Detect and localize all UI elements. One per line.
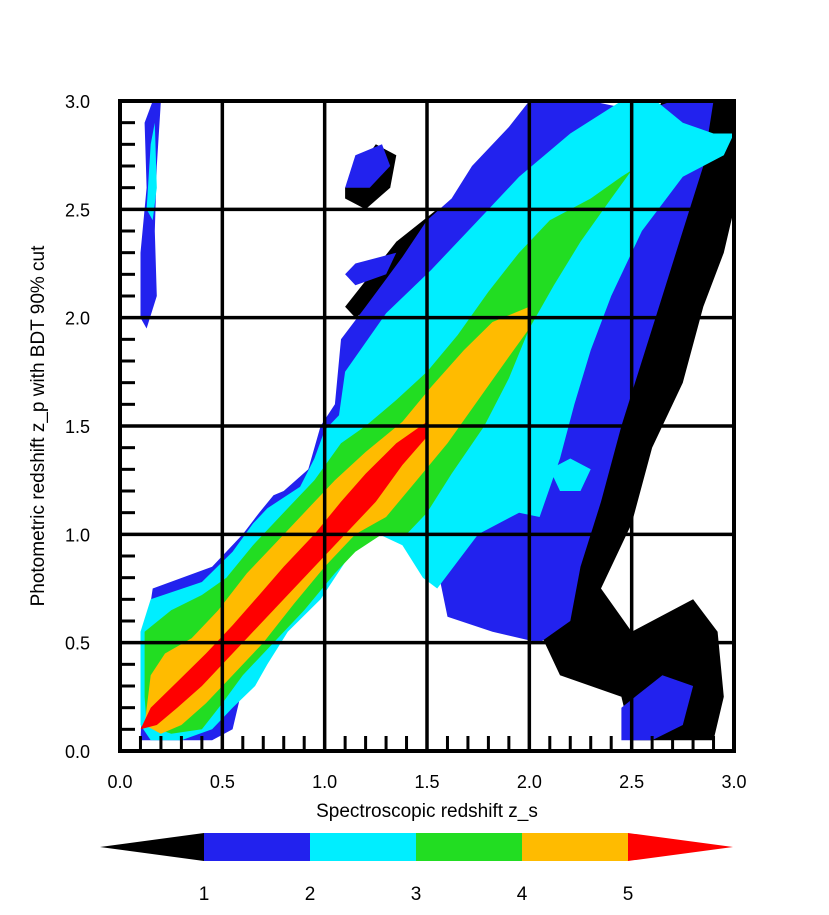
y-tick-labels: 0.0 0.5 1.0 1.5 2.0 2.5 3.0 xyxy=(65,92,90,762)
y-tick-label: 0.5 xyxy=(65,634,90,654)
colorbar-segment-2 xyxy=(310,833,416,861)
colorbar-high-arrow xyxy=(628,833,733,861)
y-tick-label: 2.5 xyxy=(65,200,90,220)
colorbar-segment-1 xyxy=(204,833,310,861)
contour-level-2-region-5 xyxy=(345,252,397,286)
x-tick-label: 2.5 xyxy=(619,772,644,792)
colorbar-tick-label: 4 xyxy=(517,884,528,905)
x-tick-label: 1.0 xyxy=(312,772,337,792)
x-tick-label: 2.0 xyxy=(517,772,542,792)
y-axis-title: Photometric redshift z_p with BDT 90% cu… xyxy=(28,245,49,607)
contour-level-3-region-2 xyxy=(146,122,157,221)
colorbar-labels: 1 2 3 4 5 xyxy=(199,884,634,905)
colorbar-segment-4 xyxy=(522,833,628,861)
x-axis-title: Spectroscopic redshift z_s xyxy=(316,801,538,822)
y-tick-label: 2.0 xyxy=(65,309,90,329)
x-tick-labels: 0.0 0.5 1.0 1.5 2.0 2.5 3.0 xyxy=(107,772,746,792)
x-tick-label: 0.0 xyxy=(107,772,132,792)
colorbar-tick-label: 2 xyxy=(305,884,316,905)
minor-ticks xyxy=(120,121,716,751)
contour-level-2-region-4 xyxy=(345,144,391,188)
contour-level-3-region-3 xyxy=(549,458,591,491)
x-tick-label: 1.5 xyxy=(414,772,439,792)
y-tick-label: 1.0 xyxy=(65,525,90,545)
colorbar-low-arrow xyxy=(100,833,204,861)
contour-level-6-region-1 xyxy=(140,421,427,730)
y-tick-label: 3.0 xyxy=(65,92,90,112)
x-tick-label: 0.5 xyxy=(210,772,235,792)
x-tick-label: 3.0 xyxy=(721,772,746,792)
plot-frame xyxy=(118,99,736,753)
contour-level-2-region-2 xyxy=(621,675,694,741)
colorbar-tick-label: 1 xyxy=(199,884,210,905)
grid-lines xyxy=(120,101,734,751)
y-tick-label: 1.5 xyxy=(65,417,90,437)
colorbar xyxy=(100,833,733,861)
colorbar-tick-label: 5 xyxy=(623,884,634,905)
colorbar-tick-label: 3 xyxy=(411,884,422,905)
colorbar-segment-3 xyxy=(416,833,522,861)
y-tick-label: 0.0 xyxy=(65,742,90,762)
